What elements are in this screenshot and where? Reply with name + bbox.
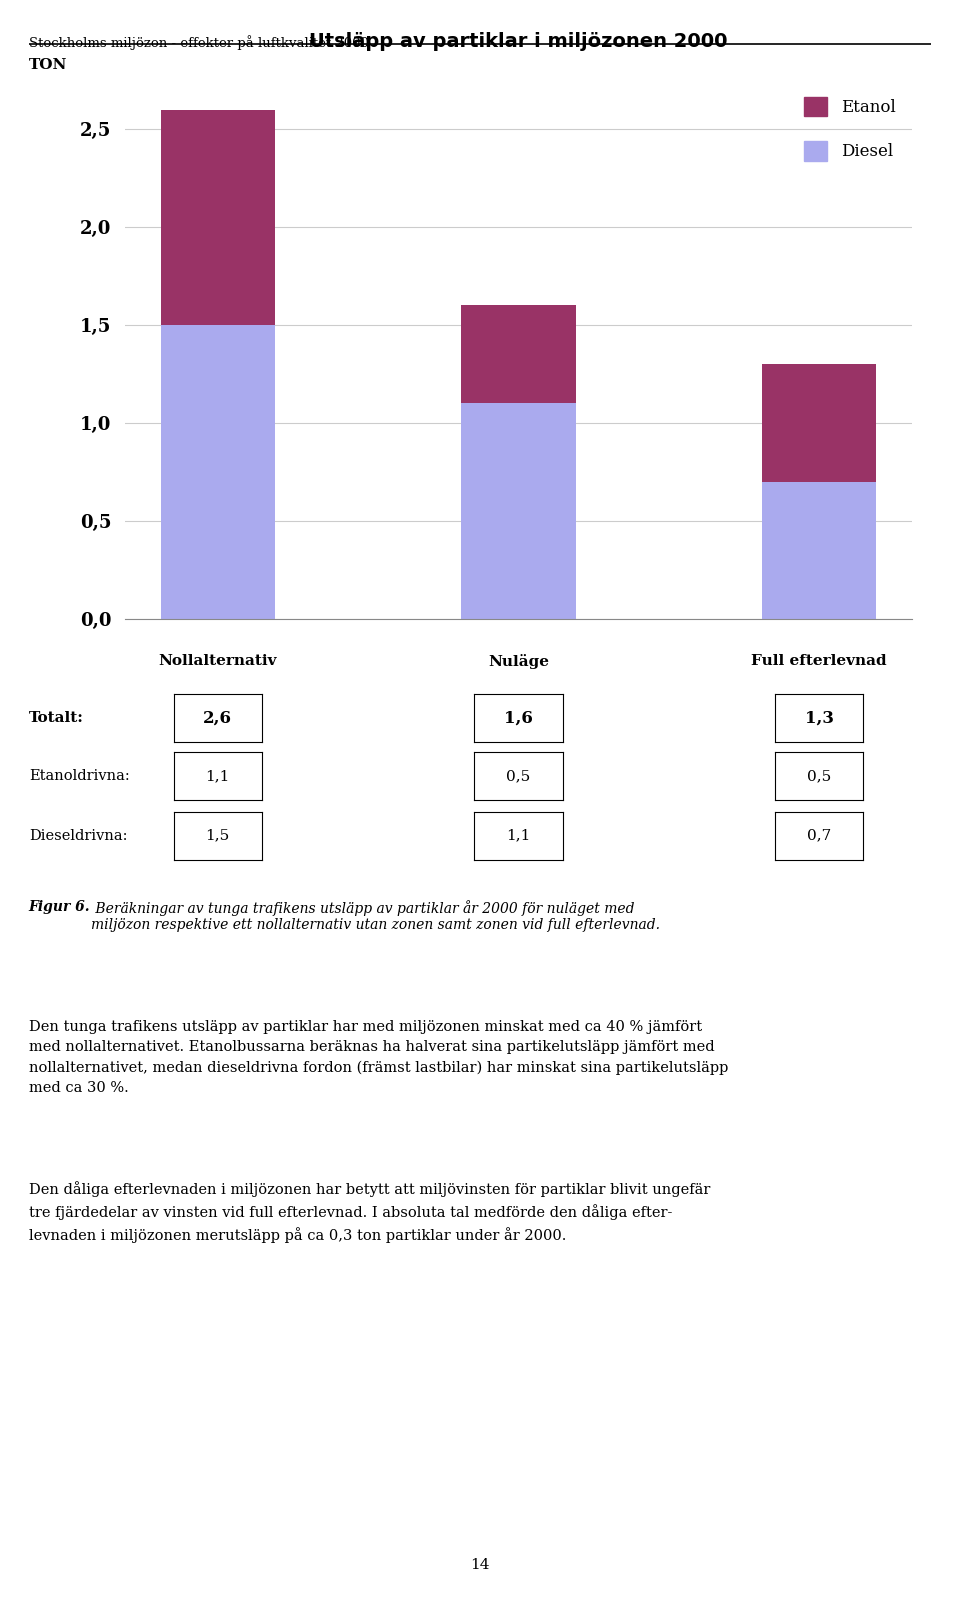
Text: Figur 6.: Figur 6. <box>29 900 90 914</box>
Text: Utsläpp av partiklar i miljözonen 2000: Utsläpp av partiklar i miljözonen 2000 <box>309 32 728 51</box>
Text: 1,5: 1,5 <box>205 829 229 842</box>
Text: 2,6: 2,6 <box>204 710 232 726</box>
Bar <box>461 305 576 403</box>
Text: Den tunga trafikens utsläpp av partiklar har med miljözonen minskat med ca 40 % : Den tunga trafikens utsläpp av partiklar… <box>29 1020 729 1096</box>
Bar <box>160 325 275 619</box>
Text: Etanoldrivna:: Etanoldrivna: <box>29 770 130 783</box>
Text: TON: TON <box>29 58 67 72</box>
Text: 1,1: 1,1 <box>506 829 531 842</box>
Text: Den dåliga efterlevnaden i miljözonen har betytt att miljövinsten för partiklar : Den dåliga efterlevnaden i miljözonen ha… <box>29 1181 710 1242</box>
Bar <box>762 482 876 619</box>
Text: 1,3: 1,3 <box>804 710 833 726</box>
Text: Nollalternativ: Nollalternativ <box>158 654 277 669</box>
Text: Full efterlevnad: Full efterlevnad <box>752 654 887 669</box>
Text: Stockholms miljözon - effekter på luftkvalitet 2000: Stockholms miljözon - effekter på luftkv… <box>29 35 369 50</box>
Text: Beräkningar av tunga trafikens utsläpp av partiklar år 2000 för nuläget med
milj: Beräkningar av tunga trafikens utsläpp a… <box>91 900 660 932</box>
Text: 1,1: 1,1 <box>205 770 229 783</box>
Bar <box>160 109 275 325</box>
Text: 0,5: 0,5 <box>506 770 531 783</box>
Text: Nuläge: Nuläge <box>488 654 549 669</box>
Text: 0,5: 0,5 <box>807 770 831 783</box>
Bar <box>762 365 876 482</box>
Text: Dieseldrivna:: Dieseldrivna: <box>29 829 128 842</box>
Legend: Etanol, Diesel: Etanol, Diesel <box>796 88 903 169</box>
Bar <box>461 403 576 619</box>
Text: 1,6: 1,6 <box>504 710 533 726</box>
Text: 14: 14 <box>470 1557 490 1572</box>
Text: 0,7: 0,7 <box>807 829 831 842</box>
Text: Totalt:: Totalt: <box>29 712 84 725</box>
